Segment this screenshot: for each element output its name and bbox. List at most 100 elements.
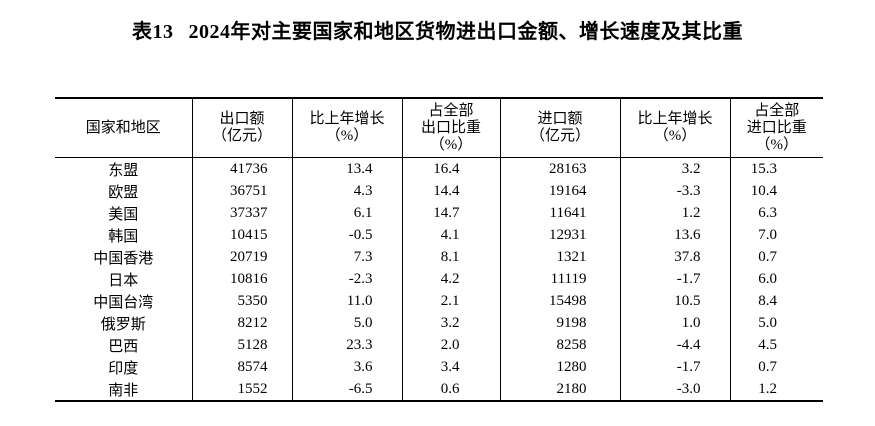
table-row: 中国香港 20719 7.3 8.1 1321 37.8 0.7 bbox=[55, 246, 823, 268]
value-cell: 9198 bbox=[500, 312, 621, 334]
table-row: 印度 8574 3.6 3.4 1280 -1.7 0.7 bbox=[55, 356, 823, 378]
value-cell: 1321 bbox=[500, 246, 621, 268]
value-cell: 4.5 bbox=[758, 336, 777, 353]
value-cell: 8574 bbox=[192, 356, 293, 378]
column-header-6: 占全部 进口比重 （%） bbox=[730, 98, 823, 158]
value-cell: 14.7 bbox=[402, 202, 501, 224]
region-cell: 欧盟 bbox=[55, 180, 193, 202]
column-header-line: 比上年增长 bbox=[637, 111, 713, 127]
value-cell: -0.5 bbox=[292, 224, 403, 246]
column-header-1: 出口额 （亿元） bbox=[192, 98, 293, 158]
value-cell: 7.3 bbox=[292, 246, 403, 268]
value-cell: 8.4 bbox=[758, 292, 777, 309]
value-cell: 1.0 bbox=[620, 312, 731, 334]
value-cell: -1.7 bbox=[620, 356, 731, 378]
table-body: 东盟 41736 13.4 16.4 28163 3.2 15.3 欧盟 36751 4.3 14.… bbox=[55, 157, 823, 401]
region-cell: 中国香港 bbox=[55, 246, 193, 268]
value-cell: 11.0 bbox=[292, 290, 403, 312]
column-header-2: 比上年增长 （%） bbox=[292, 98, 403, 158]
table-row: 日本 10816 -2.3 4.2 11119 -1.7 6.0 bbox=[55, 268, 823, 290]
column-header-0: 国家和地区 bbox=[55, 98, 193, 158]
column-header-line: 比上年增长 bbox=[309, 111, 385, 127]
value-cell: 16.4 bbox=[402, 157, 501, 180]
value-cell: 7.0 bbox=[758, 226, 777, 243]
column-header-line: 出口额 bbox=[219, 111, 265, 127]
column-header-line: 占全部 bbox=[754, 102, 800, 119]
value-cell: 13.4 bbox=[292, 157, 403, 180]
value-cell: 20719 bbox=[192, 246, 293, 268]
value-cell: -1.7 bbox=[620, 268, 731, 290]
value-cell: 8258 bbox=[500, 334, 621, 356]
value-cell: 19164 bbox=[500, 180, 621, 202]
value-cell: 12931 bbox=[500, 224, 621, 246]
value-cell: -4.4 bbox=[620, 334, 731, 356]
trade-table-container: 国家和地区 出口额 （亿元） 比上年增长 （%） 占全部 出口比重 （%） 进口额 （亿元） 比上年… bbox=[55, 97, 823, 402]
column-header-line: （亿元） bbox=[211, 128, 272, 144]
column-header-line: （%） bbox=[653, 128, 697, 144]
value-cell: 8.1 bbox=[402, 246, 501, 268]
value-cell: 3.4 bbox=[402, 356, 501, 378]
column-header-line: （%） bbox=[429, 136, 473, 153]
value-cell: 1552 bbox=[192, 378, 293, 401]
value-cell: 1280 bbox=[500, 356, 621, 378]
trade-table: 国家和地区 出口额 （亿元） 比上年增长 （%） 占全部 出口比重 （%） 进口额 （亿元） 比上年… bbox=[55, 97, 823, 402]
table-row: 南非 1552 -6.5 0.6 2180 -3.0 1.2 bbox=[55, 378, 823, 401]
value-cell: 5350 bbox=[192, 290, 293, 312]
value-cell: 37337 bbox=[192, 202, 293, 224]
value-cell: 3.2 bbox=[620, 157, 731, 180]
table-row: 俄罗斯 8212 5.0 3.2 9198 1.0 5.0 bbox=[55, 312, 823, 334]
value-cell: 6.1 bbox=[292, 202, 403, 224]
table-title-label: 表13 bbox=[132, 21, 174, 43]
value-cell: 5.0 bbox=[292, 312, 403, 334]
value-cell: 11641 bbox=[500, 202, 621, 224]
value-cell: 36751 bbox=[192, 180, 293, 202]
value-cell: 4.3 bbox=[292, 180, 403, 202]
column-header-line: 占全部 bbox=[428, 102, 474, 119]
value-cell: 8212 bbox=[192, 312, 293, 334]
value-cell: 10.4 bbox=[750, 182, 777, 199]
column-header-line: （%） bbox=[755, 136, 799, 153]
value-cell: 14.4 bbox=[402, 180, 501, 202]
table-title: 表13 2024年对主要国家和地区货物进出口金额、增长速度及其比重 bbox=[0, 0, 875, 45]
column-header-line: （亿元） bbox=[529, 128, 590, 144]
value-cell: 28163 bbox=[500, 157, 621, 180]
region-cell: 美国 bbox=[55, 202, 193, 224]
value-cell: -2.3 bbox=[292, 268, 403, 290]
column-header-3: 占全部 出口比重 （%） bbox=[402, 98, 501, 158]
column-header-line: 国家和地区 bbox=[85, 119, 161, 136]
value-cell: 4.1 bbox=[402, 224, 501, 246]
region-cell: 中国台湾 bbox=[55, 290, 193, 312]
table-row: 欧盟 36751 4.3 14.4 19164 -3.3 10.4 bbox=[55, 180, 823, 202]
table-row: 东盟 41736 13.4 16.4 28163 3.2 15.3 bbox=[55, 157, 823, 180]
value-cell: 13.6 bbox=[620, 224, 731, 246]
value-cell: 10415 bbox=[192, 224, 293, 246]
value-cell: 0.7 bbox=[758, 358, 777, 375]
value-cell: 5128 bbox=[192, 334, 293, 356]
region-cell: 南非 bbox=[55, 378, 193, 401]
region-cell: 日本 bbox=[55, 268, 193, 290]
region-cell: 俄罗斯 bbox=[55, 312, 193, 334]
table-row: 中国台湾 5350 11.0 2.1 15498 10.5 8.4 bbox=[55, 290, 823, 312]
value-cell: 6.0 bbox=[758, 270, 777, 287]
value-cell: 10816 bbox=[192, 268, 293, 290]
value-cell: 3.2 bbox=[402, 312, 501, 334]
table-row: 巴西 5128 23.3 2.0 8258 -4.4 4.5 bbox=[55, 334, 823, 356]
value-cell: 1.2 bbox=[620, 202, 731, 224]
region-cell: 韩国 bbox=[55, 224, 193, 246]
value-cell: 10.5 bbox=[620, 290, 731, 312]
value-cell: 2180 bbox=[500, 378, 621, 401]
value-cell: 37.8 bbox=[620, 246, 731, 268]
value-cell: 23.3 bbox=[292, 334, 403, 356]
table-row: 韩国 10415 -0.5 4.1 12931 13.6 7.0 bbox=[55, 224, 823, 246]
table-title-text: 2024年对主要国家和地区货物进出口金额、增长速度及其比重 bbox=[188, 21, 743, 43]
value-cell: 0.7 bbox=[758, 248, 777, 265]
value-cell: 41736 bbox=[192, 157, 293, 180]
value-cell: -3.3 bbox=[620, 180, 731, 202]
column-header-line: 进口额 bbox=[537, 111, 583, 127]
value-cell: 15498 bbox=[500, 290, 621, 312]
value-cell: -6.5 bbox=[292, 378, 403, 401]
value-cell: 2.0 bbox=[402, 334, 501, 356]
column-header-line: 进口比重 bbox=[746, 119, 807, 136]
table-header-row: 国家和地区 出口额 （亿元） 比上年增长 （%） 占全部 出口比重 （%） 进口额 （亿元） 比上年… bbox=[55, 98, 823, 158]
